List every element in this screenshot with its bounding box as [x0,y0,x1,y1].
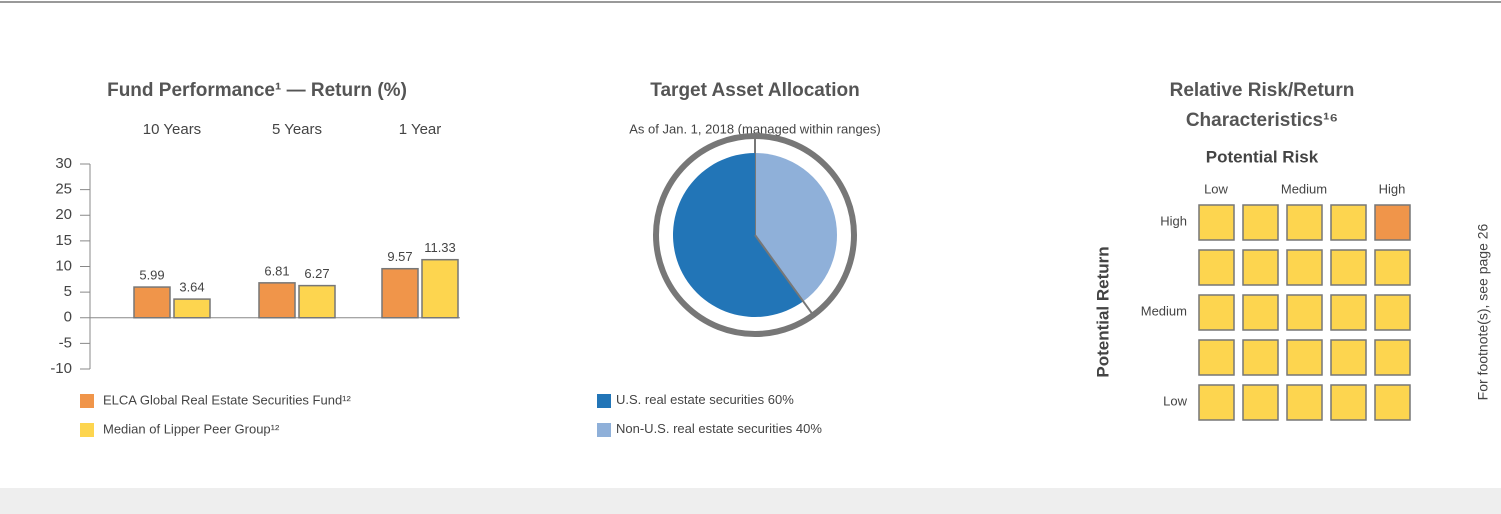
y-tick-label: 25 [55,181,72,198]
grid-cell [1242,384,1279,421]
grid-cell [1330,384,1367,421]
value-label: 9.57 [387,249,412,264]
grid-cell [1330,294,1367,331]
x-label: High [1379,181,1406,196]
footnote: For footnote(s), see page 26 [1475,223,1491,400]
grid-cell [1286,384,1323,421]
y-tick-label: -10 [50,360,72,377]
bar [298,284,336,319]
grid-cell [1374,384,1411,421]
value-label: 11.33 [424,240,456,255]
chart-title: Fund Performance¹ — Return (%) [107,80,407,101]
y-tick-label: 30 [55,155,72,172]
grid-cell [1286,339,1323,376]
y-label: High [1160,213,1187,228]
grid-cell [1286,249,1323,286]
grid-cell [1330,339,1367,376]
x-title: Potential Risk [1206,147,1319,166]
y-tick-label: -5 [59,334,72,351]
grid-cell [1198,249,1235,286]
legend-name: U.S. real estate securities [616,392,765,407]
y-tick-label: 0 [64,309,72,326]
value-label: 6.27 [304,266,329,281]
legend-swatch [597,423,611,437]
y-tick-label: 10 [55,257,72,274]
legend-swatch [80,394,94,408]
grid-title: Relative Risk/Return [1170,80,1355,101]
category-label: 5 Years [272,121,322,138]
y-tick-label: 5 [64,283,72,300]
chart-subtitle: As of Jan. 1, 2018 (managed within range… [629,121,880,136]
grid-cell [1374,249,1411,286]
grid-cell [1198,339,1235,376]
grid-cell [1286,294,1323,331]
bar [421,258,459,319]
pie-slice [755,153,837,302]
grid-title: Characteristics¹⁶ [1186,110,1338,131]
grid-cell [1330,204,1367,241]
grid-cell [1330,249,1367,286]
legend-label: Median of Lipper Peer Group¹² [103,421,280,436]
grid-cell [1198,294,1235,331]
grid-cell [1198,204,1235,241]
value-label: 5.99 [139,267,164,282]
legend-label: ELCA Global Real Estate Securities Fund¹… [103,392,352,407]
x-label: Medium [1281,181,1327,196]
grid-cell [1242,249,1279,286]
bar [133,286,171,319]
legend-swatch [597,394,611,408]
grid-cell [1242,339,1279,376]
grid-cell [1198,384,1235,421]
slice-divider [754,234,814,316]
legend-label: Non-U.S. real estate securities 40% [616,421,822,436]
grid-cell [1374,339,1411,376]
category-label: 1 Year [399,121,442,138]
value-label: 3.64 [179,280,204,295]
legend-value: 40% [796,421,822,436]
y-tick-label: 20 [55,206,72,223]
highlight-cell [1374,204,1411,241]
y-label: Medium [1141,303,1187,318]
y-label: Low [1163,393,1187,408]
value-label: 6.81 [264,263,289,278]
category-label: 10 Years [143,121,201,138]
legend-swatch [80,423,94,437]
x-label: Low [1204,181,1228,196]
legend-label: U.S. real estate securities 60% [616,392,794,407]
bar [381,267,419,319]
legend-name: Non-U.S. real estate securities [616,421,793,436]
bar [173,298,211,319]
grid-cell [1286,204,1323,241]
grid-cell [1242,294,1279,331]
grid-cell [1374,294,1411,331]
bottom-band [0,488,1501,514]
bar [258,282,296,319]
y-tick-label: 15 [55,232,72,249]
grid-cell [1242,204,1279,241]
pie-slice [672,153,804,317]
chart-title: Target Asset Allocation [650,80,859,101]
y-title: Potential Return [1093,246,1112,377]
legend-value: 60% [768,392,794,407]
